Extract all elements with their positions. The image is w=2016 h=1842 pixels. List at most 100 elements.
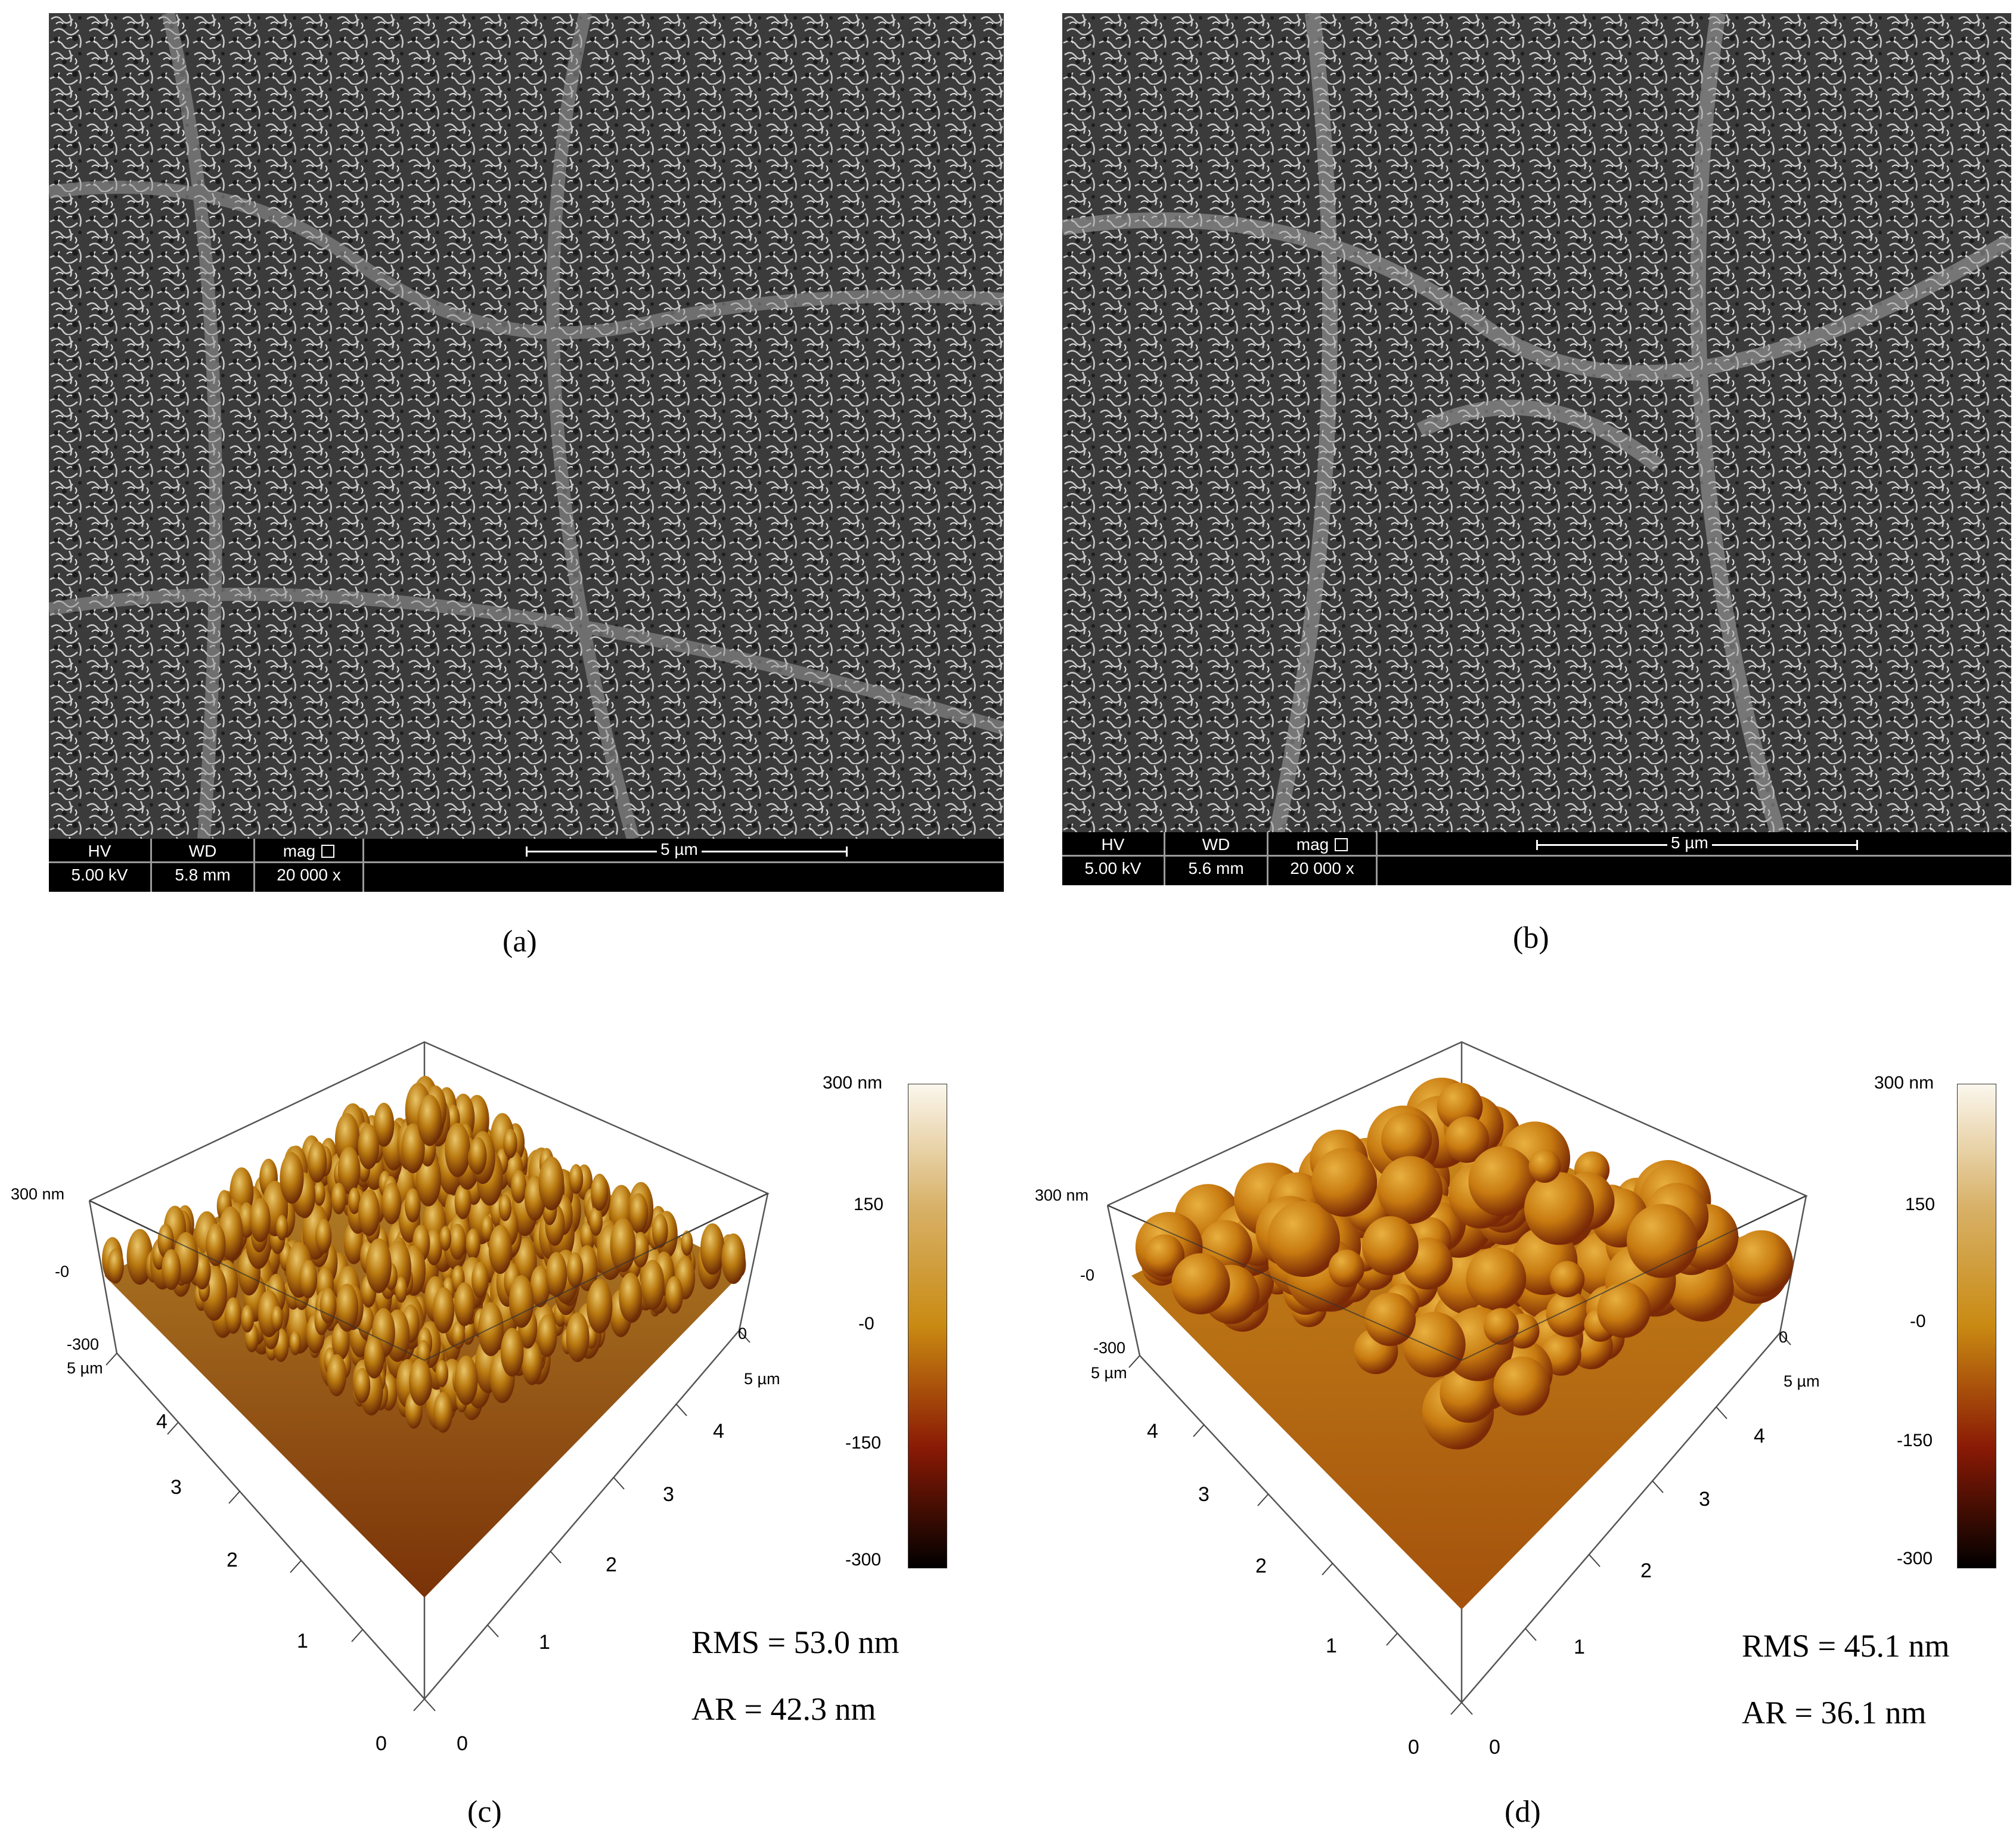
afm-3d-plot-d <box>1106 1041 1808 1715</box>
wd-label: WD <box>1202 835 1230 854</box>
surface-bump <box>320 1288 337 1323</box>
sem-databar-b: HV 5.00 kV WD 5.6 mm mag 20 000 x 5 µm <box>1062 832 2011 885</box>
surface-bump <box>241 1305 255 1333</box>
colorbar-label-150-d: 150 <box>1905 1195 1936 1214</box>
surface-bump <box>432 1287 455 1334</box>
surface-bump <box>395 1276 407 1303</box>
surface-bump <box>417 1094 442 1146</box>
surface-bump <box>537 1314 557 1357</box>
colorbar-label-neg150-d: -150 <box>1897 1431 1933 1450</box>
surface-bump <box>331 1183 346 1214</box>
ar-c: AR = 42.3 nm <box>691 1691 876 1727</box>
surface-bump <box>1524 1172 1594 1245</box>
surface-bump <box>538 1156 565 1211</box>
surface-bump <box>619 1272 642 1322</box>
caption-b: (b) <box>1513 921 1549 955</box>
colorbar-d <box>1957 1084 1996 1568</box>
surface-bump <box>508 1275 534 1328</box>
surface-bump <box>1378 1156 1443 1224</box>
left-axis-label-4: 4 <box>1147 1420 1158 1443</box>
surface-bump <box>641 1260 665 1310</box>
surface-bump <box>488 1224 512 1274</box>
surface-bump <box>478 1302 504 1356</box>
surface-bump <box>365 1238 392 1294</box>
left-axis-label-2: 2 <box>1255 1555 1267 1577</box>
caption-a: (a) <box>503 925 537 959</box>
surface-bump <box>1546 1291 1591 1337</box>
z-label-bot-d: -300 <box>1093 1339 1126 1357</box>
surface-bump <box>1267 1201 1340 1277</box>
surface-bump <box>1729 1230 1793 1297</box>
right-axis-label-2: 2 <box>606 1553 617 1576</box>
right-axis-label-2: 2 <box>1640 1559 1652 1582</box>
left-axis-label-1: 1 <box>1326 1635 1337 1657</box>
surface-bump <box>250 1198 271 1242</box>
mag-box-icon <box>1335 838 1348 851</box>
hv-label: HV <box>88 842 111 860</box>
surface-bump <box>358 1190 380 1236</box>
surface-bump <box>1468 1146 1536 1217</box>
surface-bump <box>454 1183 472 1220</box>
surface-bump <box>1403 1311 1466 1378</box>
surface-bump <box>700 1223 725 1275</box>
surface-bump <box>454 1282 475 1326</box>
surface-bump <box>307 1141 327 1183</box>
surface-bump <box>511 1170 527 1204</box>
surface-bump <box>401 1123 425 1174</box>
right-axis-label-4: 4 <box>1754 1425 1765 1447</box>
surface-bump <box>1528 1149 1561 1183</box>
colorbar-label-neg300-d: -300 <box>1897 1549 1933 1568</box>
wd-value: 5.6 mm <box>1188 859 1244 877</box>
surface-bump <box>1364 1292 1416 1347</box>
right-axis-label-1: 1 <box>1574 1636 1585 1658</box>
surface-bump <box>449 1223 466 1260</box>
surface-bump <box>587 1279 613 1334</box>
right-axis-label-0: 0 <box>1489 1736 1500 1759</box>
left-axis-label-5: 5 µm <box>1091 1364 1127 1382</box>
caption-c: (c) <box>467 1795 502 1829</box>
afm-3d-plot-c <box>88 1041 770 1711</box>
surface-bump <box>472 1261 489 1298</box>
surface-bump <box>530 1266 550 1308</box>
surface-bump <box>358 1124 380 1170</box>
colorbar-label-top-c: 300 nm <box>823 1073 883 1093</box>
colorbar-label-neg150-c: -150 <box>845 1433 882 1453</box>
surface-bump <box>353 1367 371 1403</box>
ar-d: AR = 36.1 nm <box>1742 1695 1927 1731</box>
surface-bump <box>545 1252 567 1297</box>
sem-micrograph-b <box>1062 13 2011 832</box>
surface-bump <box>589 1207 603 1236</box>
colorbar-label-0-c: -0 <box>858 1314 874 1334</box>
surface-bump <box>566 1312 590 1362</box>
surface-bump <box>315 1218 332 1254</box>
surface-bump <box>569 1164 584 1194</box>
colorbar-c <box>908 1084 947 1568</box>
surface-bump <box>1597 1282 1651 1338</box>
afm-surface-peaks-d <box>1135 1077 1793 1450</box>
left-axis-label-1: 1 <box>297 1630 308 1652</box>
right-axis-label-4: 4 <box>713 1420 724 1443</box>
right-axis-label-0: 0 <box>457 1732 468 1755</box>
surface-bump <box>327 1354 347 1397</box>
z-label-top-c: 300 nm <box>11 1185 65 1203</box>
surface-bump <box>500 1328 524 1377</box>
z-label-mid-c: -0 <box>55 1263 70 1280</box>
caption-d: (d) <box>1505 1795 1541 1829</box>
sem-databar-a: HV 5.00 kV WD 5.8 mm mag 20 000 x 5 µm <box>49 839 1004 892</box>
colorbar-label-neg300-c: -300 <box>845 1550 882 1570</box>
scale-label-a: 5 µm <box>657 840 702 859</box>
surface-bump <box>289 1331 301 1356</box>
surface-bump <box>314 1181 325 1206</box>
surface-bump <box>652 1214 668 1248</box>
left-axis-label-5: 5 µm <box>67 1359 103 1377</box>
surface-bump <box>336 1283 359 1332</box>
surface-bump <box>1444 1116 1490 1163</box>
surface-bump <box>591 1173 609 1211</box>
surface-bump <box>521 1341 542 1385</box>
surface-bump <box>276 1215 288 1241</box>
surface-bump <box>1493 1356 1550 1416</box>
scale-label-b: 5 µm <box>1667 833 1712 852</box>
right-top-label-c: 0 <box>738 1325 748 1342</box>
surface-bump <box>404 1188 421 1223</box>
surface-bump <box>373 1102 395 1147</box>
